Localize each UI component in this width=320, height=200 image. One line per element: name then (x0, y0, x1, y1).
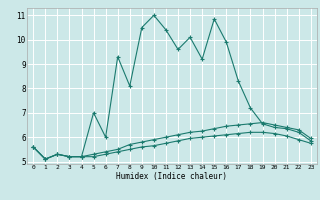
X-axis label: Humidex (Indice chaleur): Humidex (Indice chaleur) (116, 172, 228, 181)
